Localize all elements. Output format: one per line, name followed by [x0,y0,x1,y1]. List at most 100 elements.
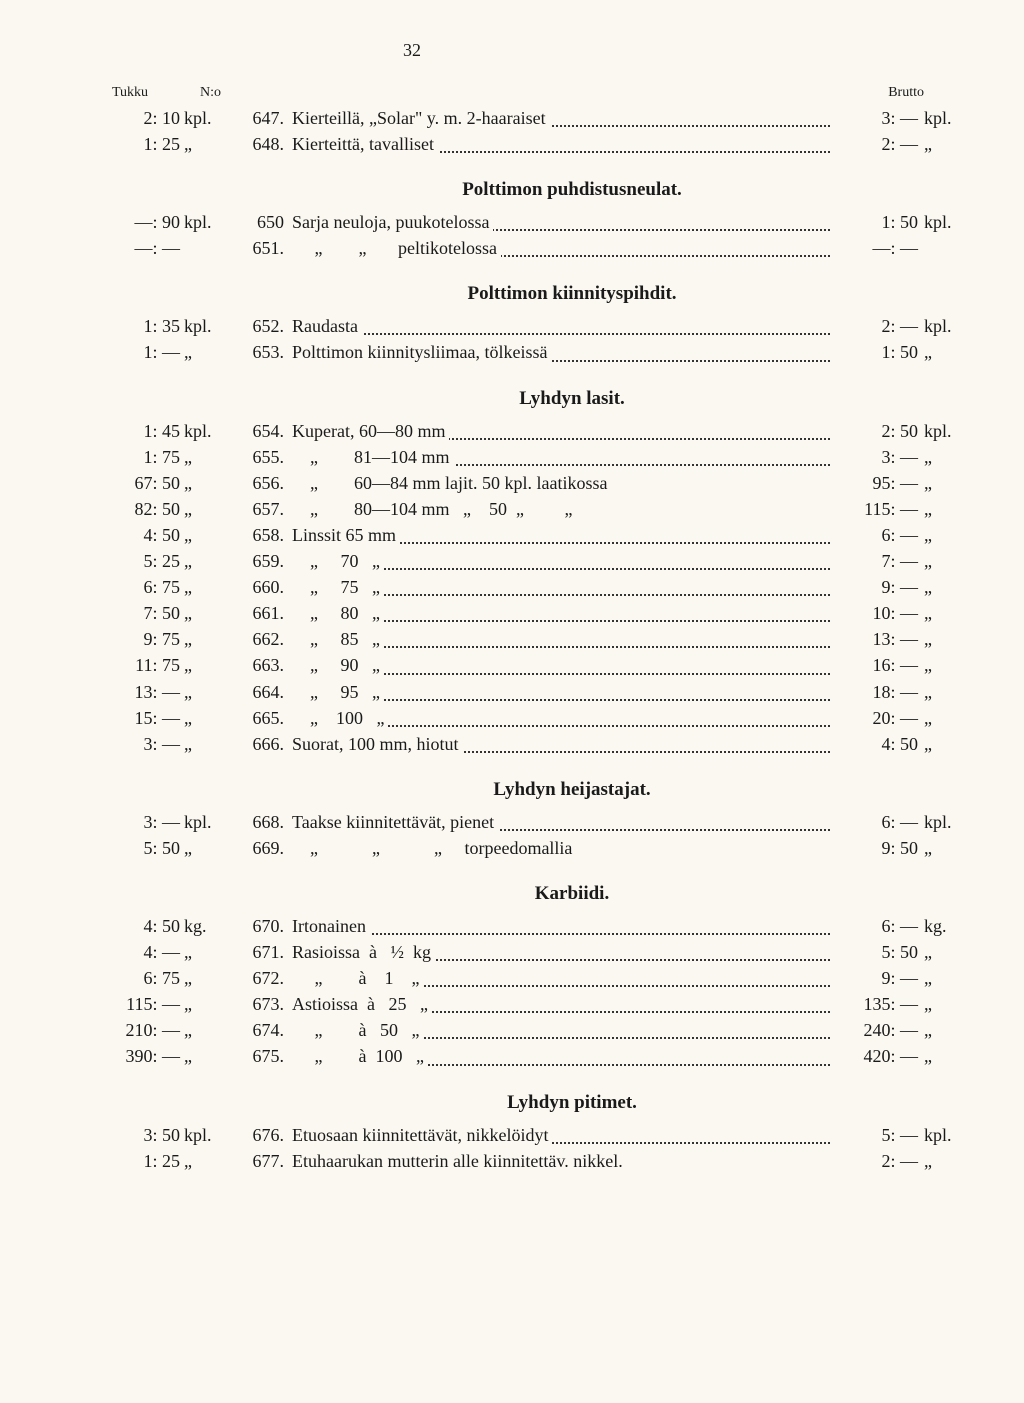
header-num: N:o [200,85,300,101]
price-row: 4: 50kg.670.Irtonainen6: —kg. [60,913,964,939]
price-row: 67: 50„656. „ 60—84 mm lajit. 50 kpl. la… [60,470,964,496]
price-row: 13: —„664. „ 95 „18: —„ [60,679,964,705]
item-number: 652. [224,313,292,339]
item-description: Kierteittä, tavalliset [292,131,830,157]
item-description: „ 100 „ [292,705,830,731]
tukku-price: 4: 50 [60,522,184,548]
brutto-unit: kpl. [918,418,964,444]
tukku-unit: kpl. [184,418,224,444]
tukku-price: —: 90 [60,209,184,235]
tukku-price: 4: 50 [60,913,184,939]
brutto-unit: kpl. [918,809,964,835]
brutto-price: 115: — [830,496,918,522]
tukku-price: 1: 75 [60,444,184,470]
brutto-price: 9: 50 [830,835,918,861]
tukku-unit: „ [184,679,224,705]
tukku-unit: „ [184,731,224,757]
brutto-price: 10: — [830,600,918,626]
item-description: „ 95 „ [292,679,830,705]
brutto-price: 3: — [830,444,918,470]
item-number: 668. [224,809,292,835]
brutto-unit: „ [918,835,964,861]
tukku-unit: kpl. [184,809,224,835]
tukku-unit: „ [184,652,224,678]
brutto-price: 5: — [830,1122,918,1148]
brutto-price: 420: — [830,1043,918,1069]
brutto-price: 4: 50 [830,731,918,757]
item-description: Etuosaan kiinnitettävät, nikkelöidyt [292,1122,830,1148]
tukku-unit: „ [184,444,224,470]
price-row: 1: 25„648.Kierteittä, tavalliset2: —„ [60,131,964,157]
brutto-price: 6: — [830,913,918,939]
tukku-unit: „ [184,626,224,652]
item-number: 651. [224,235,292,261]
price-row: 390: —„675. „ à 100 „420: —„ [60,1043,964,1069]
item-description: „ 80 „ [292,600,830,626]
tukku-unit: „ [184,965,224,991]
item-number: 653. [224,339,292,365]
item-description: „ 80—104 mm „ 50 „ „ [292,496,830,522]
brutto-unit: „ [918,339,964,365]
item-description: „ 85 „ [292,626,830,652]
tukku-unit: „ [184,548,224,574]
brutto-unit: „ [918,991,964,1017]
item-description: Suorat, 100 mm, hiotut [292,731,830,757]
brutto-unit: „ [918,731,964,757]
tukku-price: 9: 75 [60,626,184,652]
tukku-price: 67: 50 [60,470,184,496]
brutto-unit: „ [918,444,964,470]
brutto-unit: „ [918,1148,964,1174]
tukku-unit: „ [184,470,224,496]
price-row: 3: 50kpl.676.Etuosaan kiinnitettävät, ni… [60,1122,964,1148]
brutto-unit: kg. [918,913,964,939]
item-number: 665. [224,705,292,731]
item-description: „ 75 „ [292,574,830,600]
brutto-unit: „ [918,626,964,652]
price-row: 7: 50„661. „ 80 „10: —„ [60,600,964,626]
brutto-unit: „ [918,939,964,965]
tukku-price: 1: 35 [60,313,184,339]
tukku-unit: kpl. [184,313,224,339]
item-number: 675. [224,1043,292,1069]
item-description: Irtonainen [292,913,830,939]
item-number: 656. [224,470,292,496]
brutto-price: 9: — [830,574,918,600]
brutto-unit: „ [918,548,964,574]
tukku-price: 6: 75 [60,574,184,600]
tukku-unit: kpl. [184,105,224,131]
item-number: 670. [224,913,292,939]
tukku-price: 13: — [60,679,184,705]
brutto-price: 6: — [830,522,918,548]
item-number: 661. [224,600,292,626]
item-description: „ „ peltikotelossa [292,235,830,261]
price-row: 4: 50„658.Linssit 65 mm6: —„ [60,522,964,548]
brutto-unit: kpl. [918,1122,964,1148]
tukku-price: 7: 50 [60,600,184,626]
brutto-unit: „ [918,1043,964,1069]
item-number: 664. [224,679,292,705]
brutto-price: 2: — [830,313,918,339]
price-row: 1: 75„655. „ 81—104 mm3: —„ [60,444,964,470]
tukku-unit: „ [184,1017,224,1043]
brutto-price: 5: 50 [830,939,918,965]
price-row: 6: 75„660. „ 75 „9: —„ [60,574,964,600]
item-number: 655. [224,444,292,470]
brutto-unit: „ [918,652,964,678]
tukku-unit: „ [184,1148,224,1174]
tukku-price: 15: — [60,705,184,731]
tukku-unit: „ [184,705,224,731]
item-number: 672. [224,965,292,991]
brutto-price: 1: 50 [830,339,918,365]
tukku-price: 4: — [60,939,184,965]
item-description: „ 81—104 mm [292,444,830,470]
item-number: 674. [224,1017,292,1043]
brutto-price: 2: 50 [830,418,918,444]
tukku-price: 3: 50 [60,1122,184,1148]
item-description: „ à 100 „ [292,1043,830,1069]
tukku-unit: „ [184,574,224,600]
item-description: „ 70 „ [292,548,830,574]
item-number: 659. [224,548,292,574]
page-number: 32 [0,40,964,61]
brutto-price: —: — [830,235,918,261]
tukku-unit: „ [184,522,224,548]
